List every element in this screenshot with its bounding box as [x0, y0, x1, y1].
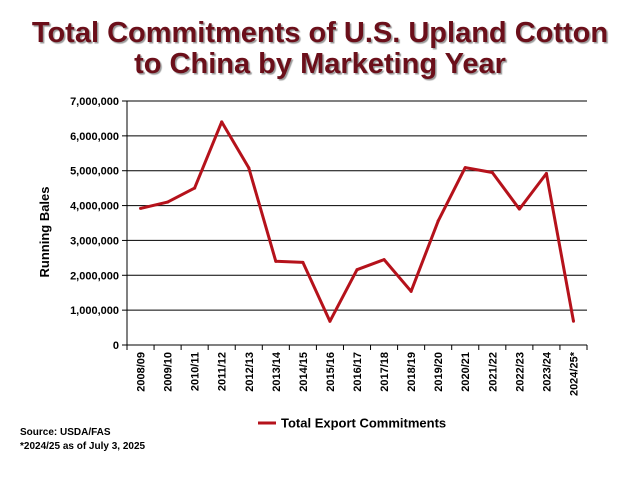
series-layer — [139, 120, 575, 323]
x-axis-ticks: 2008/09 2009/10 2010/11 2011/12 2012/13 2013/… — [126, 345, 588, 396]
y-axis-ticks: 0 1,000,000 2,000,000 3,000,000 4,000,000 5,0… — [70, 96, 127, 352]
source-note: Source: USDA/FAS — [20, 427, 111, 438]
y-tick-label: 6,000,000 — [70, 131, 119, 143]
y-tick-label: 4,000,000 — [70, 201, 119, 213]
data-point — [436, 219, 440, 223]
legend: Total Export Commitments — [258, 416, 446, 431]
chart-title: Total Commitments of U.S. Upland Cotton … — [0, 18, 640, 80]
y-axis-label: Running Bales — [37, 186, 52, 277]
y-tick-label: 7,000,000 — [70, 96, 119, 108]
series-line — [140, 120, 575, 323]
x-tick-label: 2009/10 — [163, 352, 175, 392]
axes — [126, 101, 587, 346]
data-point — [328, 319, 332, 323]
x-tick-label: 2020/21 — [460, 352, 472, 392]
gridlines — [127, 100, 587, 311]
x-tick-label: 2014/15 — [298, 352, 310, 392]
data-point — [193, 186, 197, 190]
x-tick-label: 2018/19 — [406, 352, 418, 392]
data-point — [517, 207, 521, 211]
x-tick-label: 2023/24 — [541, 351, 553, 392]
y-tick-label: 2,000,000 — [70, 270, 119, 282]
data-point — [220, 120, 224, 124]
data-point — [544, 172, 548, 176]
data-point — [571, 319, 575, 323]
data-point — [166, 200, 170, 204]
data-point — [463, 166, 467, 170]
x-tick-label: 2011/12 — [217, 352, 229, 391]
data-point — [355, 268, 359, 272]
x-tick-label: 2015/16 — [325, 352, 337, 392]
data-point — [382, 258, 386, 262]
legend-label: Total Export Commitments — [281, 416, 446, 431]
x-tick-label: 2021/22 — [487, 352, 499, 392]
x-tick-label: 2012/13 — [244, 352, 256, 392]
data-point — [409, 289, 413, 293]
data-point — [274, 259, 278, 263]
chart-title-line-2: to China by Marketing Year — [134, 48, 506, 80]
data-point — [490, 170, 494, 174]
asof-note: *2024/25 as of July 3, 2025 — [20, 441, 146, 452]
x-tick-label: 2024/25* — [568, 351, 580, 396]
data-point — [247, 166, 251, 170]
x-tick-label: 2019/20 — [433, 352, 445, 392]
y-tick-label: 3,000,000 — [70, 235, 119, 247]
x-tick-label: 2017/18 — [379, 352, 391, 392]
x-tick-label: 2022/23 — [514, 352, 526, 392]
data-point — [139, 206, 143, 210]
y-tick-label: 1,000,000 — [70, 305, 119, 317]
chart-title-line-1: Total Commitments of U.S. Upland Cotton — [31, 17, 609, 49]
y-tick-label: 5,000,000 — [70, 166, 119, 178]
x-tick-label: 2016/17 — [352, 352, 364, 392]
x-tick-label: 2013/14 — [271, 351, 283, 392]
x-tick-label: 2010/11 — [190, 352, 202, 391]
data-point — [301, 260, 305, 264]
x-tick-label: 2008/09 — [136, 352, 148, 392]
y-tick-label: 0 — [113, 340, 119, 352]
